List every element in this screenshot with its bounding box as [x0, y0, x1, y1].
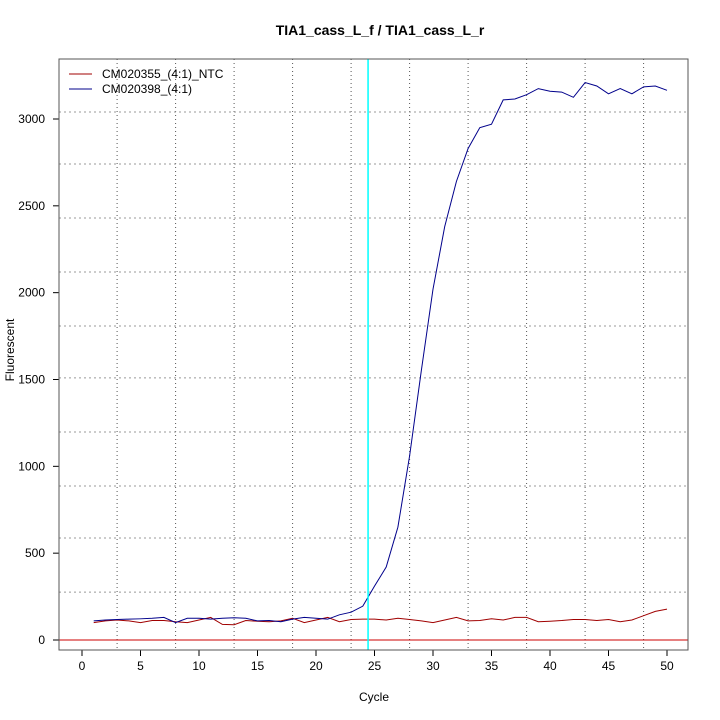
series-line-1: [93, 81, 668, 624]
x-tick-label: 25: [368, 659, 382, 673]
x-tick-label: 35: [485, 659, 499, 673]
x-tick-label: 50: [660, 659, 674, 673]
y-tick-label: 1500: [18, 372, 45, 386]
y-tick-label: 3000: [18, 112, 45, 126]
x-axis-label: Cycle: [359, 690, 389, 704]
x-tick-label: 40: [543, 659, 557, 673]
legend-label: CM020398_(4:1): [102, 82, 192, 96]
y-axis-label: Fluorescent: [3, 318, 17, 381]
chart-title: TIA1_cass_L_f / TIA1_cass_L_r: [276, 22, 485, 38]
y-tick-label: 2500: [18, 199, 45, 213]
y-tick-label: 500: [25, 546, 45, 560]
x-tick-label: 45: [602, 659, 616, 673]
series-line-0: [93, 608, 668, 626]
y-tick-label: 0: [38, 633, 45, 647]
x-tick-label: 5: [137, 659, 144, 673]
x-tick-label: 30: [426, 659, 440, 673]
x-tick-label: 10: [192, 659, 206, 673]
y-tick-label: 1000: [18, 459, 45, 473]
legend-label: CM020355_(4:1)_NTC: [102, 67, 224, 81]
plot-frame: [58, 58, 689, 651]
x-tick-label: 0: [79, 659, 86, 673]
x-tick-label: 15: [251, 659, 265, 673]
x-tick-label: 20: [309, 659, 323, 673]
y-tick-label: 2000: [18, 286, 45, 300]
